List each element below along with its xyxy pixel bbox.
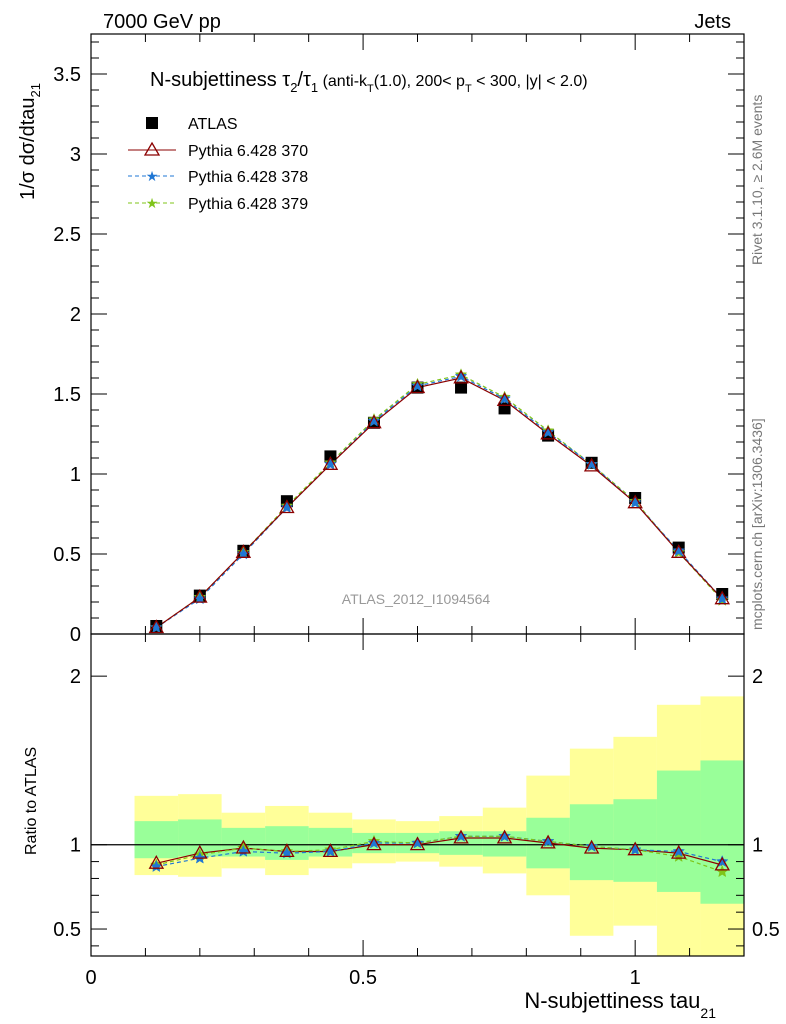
main-y-tick-label: 1.5 [53,384,81,406]
main-y-tick-label: 0 [70,624,81,646]
atlas-data-point [455,381,468,394]
ratio-band-inner [613,799,657,882]
ratio-star-point [585,839,598,852]
main-y-axis-label: 1/σ dσ/dtau21 [17,83,43,200]
mc-triangle-point [670,544,687,558]
ratio-band-inner [700,760,744,904]
main-plot: 0 0.5 1 1.5 2 2.5 3 3.5 [53,33,745,646]
main-series-line [155,375,723,629]
mc-star-point [411,379,424,392]
mc-triangle-point [409,379,426,394]
mc-triangle-point [583,457,600,472]
main-y-tick-label: 3 [70,144,81,166]
mc-star-point [280,500,294,514]
ratio-star-point [541,834,555,847]
plot-title: N-subjettiness τ2/τ1 (anti-kT(1.0), 200<… [150,69,588,95]
mc-triangle-point [235,544,252,558]
legend-label-378: Pythia 6.428 378 [188,169,308,186]
ratio-triangle-point [148,854,165,869]
ratio-star-point [324,844,337,857]
ratio-triangle-point [583,839,600,854]
energy-label: 7000 GeV pp [103,11,221,33]
mc-star-point [498,392,511,405]
ratio-triangle-point [322,843,339,858]
mcplots-label: mcplots.cern.ch [arXiv:1306.3436] [749,418,765,630]
mc-triangle-point [148,619,165,634]
main-y-tick-label: 3.5 [53,64,81,86]
ratio-triangle-point [714,856,731,871]
mc-triangle-point [540,425,556,440]
mc-star-point [454,369,468,382]
ratio-y-tick-label-right: 1 [752,835,763,857]
mc-triangle-point [714,590,731,605]
mc-star-point [585,457,598,470]
x-tick-label: 0.5 [349,967,377,989]
legend-marker-378: ★ [146,168,159,184]
mc-star-point [541,425,555,438]
ratio-y-tick-label-left: 1 [70,835,81,857]
ratio-triangle-point [496,829,513,844]
ratio-band-inner [656,770,701,892]
ratio-y-axis-label: Ratio to ATLAS [23,747,40,855]
legend: ATLAS Pythia 6.428 370 ★ Pythia 6.428 37… [128,116,308,213]
mc-triangle-point [627,494,643,509]
ratio-star-point [411,836,424,849]
legend-label-atlas: ATLAS [188,116,238,133]
ratio-y-tick-label-left: 2 [70,666,81,688]
mc-triangle-point [322,456,339,470]
x-tick-label: 1 [630,967,641,989]
ratio-band-inner [134,821,179,859]
main-y-tick-label: 2.5 [53,224,81,246]
mc-star-point [324,457,337,470]
ratio-y-tick-label-right: 0.5 [752,919,780,941]
ratio-star-point [672,844,686,857]
main-series-line [155,377,723,629]
mc-star-point [628,496,642,509]
ratio-triangle-point [453,829,469,844]
main-y-tick-label: 1 [70,464,81,486]
ratio-star-point [628,843,642,856]
ratio-triangle-point [279,843,295,858]
ratio-star-point [367,836,381,849]
ratio-plot: 0 0.5 1 0.5 0.5 1 1 2 2 [53,633,780,989]
mc-triangle-point [453,369,469,384]
ratio-triangle-point [235,839,252,854]
mc-star-point [715,592,729,605]
legend-marker-370 [143,141,161,156]
legend-marker-379: ★ [146,195,159,211]
rivet-label: Rivet 3.1.10, ≥ 2.6M events [749,95,765,265]
analysis-watermark: ATLAS_2012_I1094564 [342,591,491,607]
mc-triangle-point [366,414,382,429]
ratio-triangle-point [540,834,556,849]
ratio-triangle-point [670,844,687,859]
ratio-triangle-point [627,841,643,856]
ratio-y-tick-label-right: 2 [752,666,763,688]
mc-star-point [672,544,686,557]
ratio-triangle-point [409,836,426,851]
jets-label: Jets [694,11,731,33]
legend-label-379: Pythia 6.428 379 [188,196,308,213]
ratio-star-point [454,829,468,842]
mc-star-point [149,620,163,634]
legend-label-370: Pythia 6.428 370 [188,143,308,160]
legend-marker-atlas [146,117,158,129]
ratio-triangle-point [192,844,208,859]
main-y-tick-label: 0.5 [53,544,81,566]
ratio-star-point [498,829,511,842]
x-tick-label: 0 [85,967,96,989]
x-axis-label: N-subjettiness tau21 [524,988,716,1021]
ratio-series-line [156,837,723,866]
mc-star-point [367,414,381,427]
atlas-data-point [498,402,511,415]
ratio-y-tick-label-left: 0.5 [53,919,81,941]
ratio-triangle-point [366,836,382,851]
mc-triangle-point [192,588,208,603]
main-y-tick-label: 2 [70,304,81,326]
mc-triangle-point [279,499,295,514]
mc-triangle-point [496,392,513,406]
